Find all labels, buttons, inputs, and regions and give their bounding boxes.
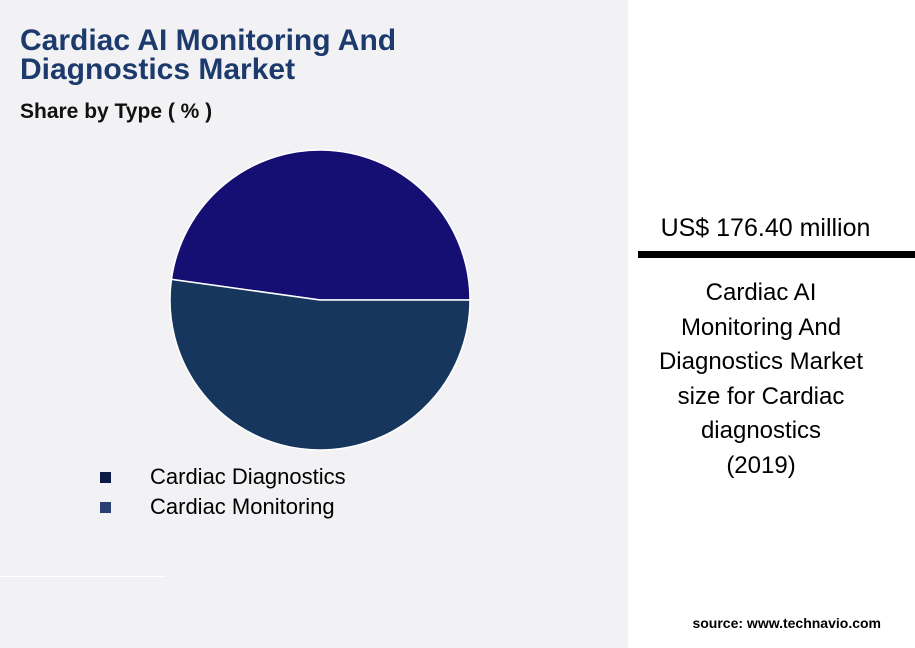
legend-label: Cardiac Diagnostics (150, 464, 346, 489)
legend-swatch (100, 501, 111, 513)
pie-slice-diagnostics (170, 149, 471, 301)
description-line: Cardiac AI (705, 279, 817, 306)
chart-subtitle: Share by Type ( % ) (20, 100, 213, 123)
legend-item-monitoring: Cardiac Monitoring (100, 492, 346, 522)
market-value: US$ 176.40 million (660, 214, 871, 242)
pie-chart (169, 149, 471, 451)
legend-swatch (100, 471, 111, 483)
description-line: Monitoring And (680, 313, 842, 341)
legend-label: Cardiac Monitoring (150, 494, 335, 519)
source-label: source: www.technavio.com (692, 615, 881, 631)
market-description: Cardiac AI Monitoring And Diagnostics Ma… (628, 276, 894, 483)
divider-rule (638, 251, 915, 258)
pie-slice-monitoring (169, 278, 471, 451)
description-line: diagnostics (700, 417, 822, 444)
description-line: (2019) (726, 451, 796, 479)
chart-title: Cardiac AI Monitoring And Diagnostics Ma… (20, 24, 397, 86)
description-line: Diagnostics Market (658, 348, 864, 375)
info-panel: US$ 176.40 million Cardiac AI Monitoring… (628, 0, 915, 648)
divider (0, 576, 165, 577)
description-line: size for Cardiac (677, 382, 845, 410)
legend-item-diagnostics: Cardiac Diagnostics (100, 462, 346, 492)
legend: Cardiac Diagnostics Cardiac Monitoring (100, 462, 346, 522)
